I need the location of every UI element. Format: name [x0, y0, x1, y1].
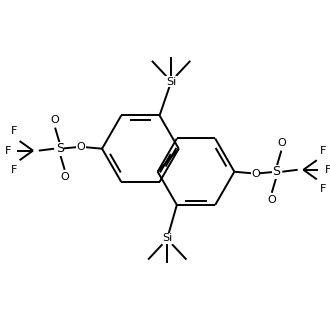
Text: S: S — [56, 142, 64, 155]
Text: S: S — [273, 165, 280, 178]
Text: O: O — [251, 169, 260, 179]
Text: F: F — [325, 165, 330, 175]
Text: O: O — [277, 138, 286, 148]
Text: Si: Si — [162, 234, 172, 244]
Text: O: O — [77, 142, 85, 152]
Text: O: O — [60, 173, 69, 182]
Text: F: F — [319, 184, 326, 194]
Text: F: F — [11, 165, 17, 175]
Text: F: F — [11, 126, 17, 136]
Text: O: O — [51, 115, 59, 125]
Text: F: F — [5, 146, 11, 156]
Text: O: O — [267, 195, 276, 206]
Text: Si: Si — [166, 77, 176, 87]
Text: F: F — [319, 146, 326, 156]
